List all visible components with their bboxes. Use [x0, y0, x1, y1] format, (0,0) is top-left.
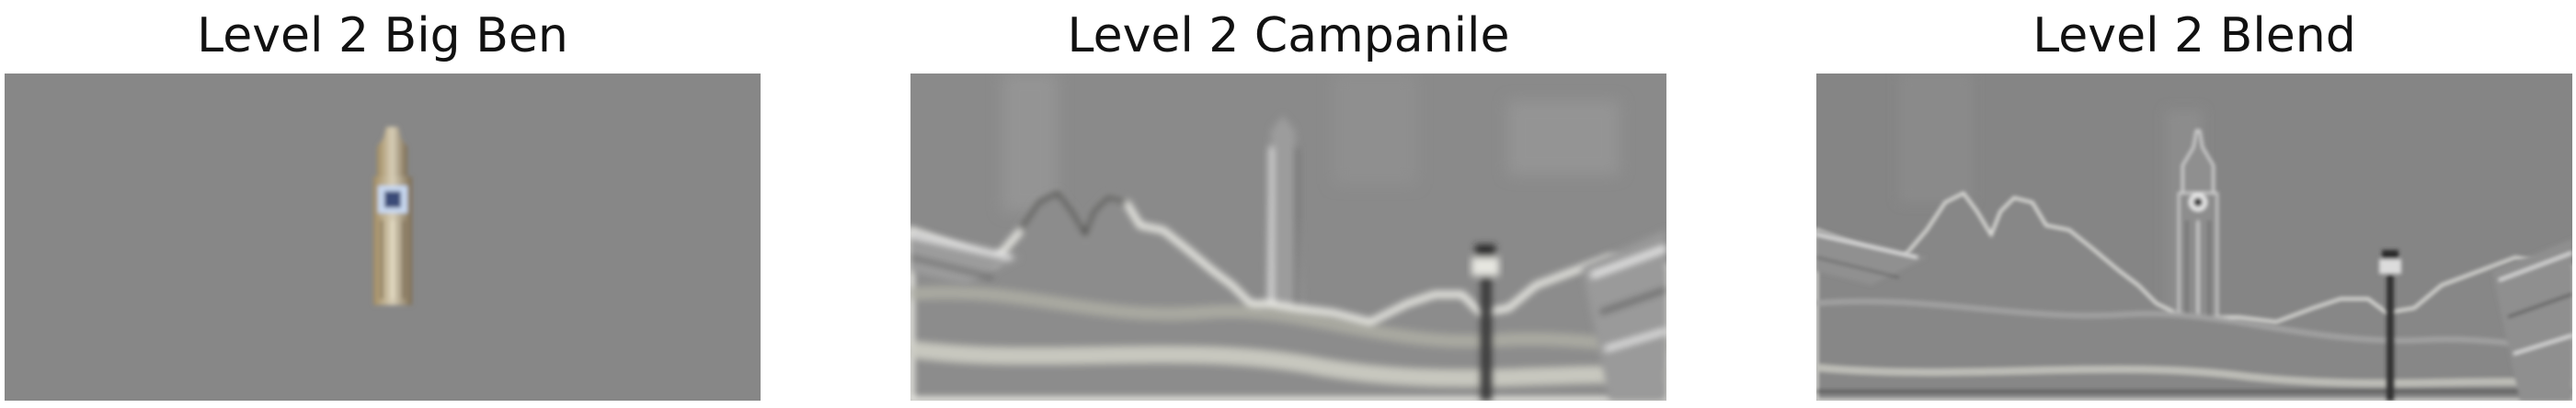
panel-title: Level 2 Campanile	[1067, 8, 1510, 63]
panel-title: Level 2 Big Ben	[197, 8, 568, 63]
panel-big-ben: Level 2 Big Ben	[5, 0, 761, 408]
panel-campanile: Level 2 Campanile	[910, 0, 1666, 408]
big-ben-image	[5, 74, 761, 401]
blend-svg	[1816, 74, 2572, 401]
blend-image	[1816, 74, 2572, 401]
big-ben-tower	[373, 127, 412, 305]
blend-lamp-post	[2379, 250, 2401, 401]
blend-building-right	[2492, 239, 2572, 401]
campanile-image	[910, 74, 1666, 401]
big-ben-svg	[5, 74, 761, 401]
panel-blend: Level 2 Blend	[1816, 0, 2572, 408]
blend-tree-line	[1816, 191, 2572, 401]
lamp-post	[1471, 244, 1499, 401]
tree-line	[910, 189, 1666, 401]
campanile-svg	[910, 74, 1666, 401]
panel-title: Level 2 Blend	[2032, 8, 2356, 63]
blend-tower	[2178, 130, 2218, 332]
building-right	[1582, 230, 1666, 401]
